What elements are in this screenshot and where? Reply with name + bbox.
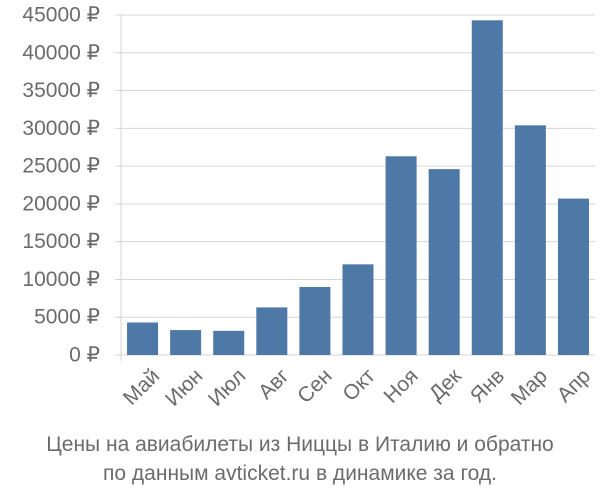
x-tick-label: Окт [338, 364, 380, 406]
y-tick-label: 35000 ₽ [22, 79, 100, 102]
bar [256, 307, 288, 355]
bar [342, 264, 374, 355]
bar [514, 125, 546, 355]
bars [127, 20, 589, 356]
x-tick-label: Июл [204, 364, 250, 410]
bar [428, 169, 460, 355]
chart-caption: Цены на авиабилеты из Ниццы в Италию и о… [0, 430, 600, 488]
x-tick-label: Дек [425, 364, 467, 406]
x-tick-label: Янв [466, 364, 509, 407]
y-tick-label: 25000 ₽ [22, 155, 100, 178]
x-tick-label: Мар [507, 364, 552, 409]
y-axis-ticks: 0 ₽ 5000 ₽ 10000 ₽ 15000 ₽ 20000 ₽ 25000 ₽ 300… [22, 4, 100, 367]
x-tick-label: Апр [553, 364, 595, 406]
bar [557, 198, 589, 355]
gridlines [115, 14, 595, 361]
y-tick-label: 10000 ₽ [22, 268, 100, 291]
y-tick-label: 40000 ₽ [22, 41, 100, 64]
x-tick-label: Июн [161, 364, 207, 410]
bar [471, 20, 503, 356]
bar [213, 330, 245, 355]
caption-line-2: по данным avticket.ru в динамике за год. [103, 462, 497, 485]
x-tick-label: Сен [293, 364, 336, 407]
bar [170, 330, 202, 355]
y-tick-label: 15000 ₽ [22, 230, 100, 253]
y-tick-label: 5000 ₽ [34, 306, 100, 329]
y-tick-label: 45000 ₽ [22, 4, 100, 27]
y-tick-label: 30000 ₽ [22, 117, 100, 140]
bar [127, 322, 159, 355]
x-tick-label: Ноя [380, 364, 423, 407]
y-tick-label: 0 ₽ [69, 344, 100, 367]
bar [385, 156, 417, 355]
x-tick-label: Май [119, 364, 164, 409]
x-tick-label: Авг [254, 364, 294, 404]
caption-line-1: Цены на авиабилеты из Ниццы в Италию и о… [46, 433, 554, 456]
bar [299, 287, 331, 355]
bar-chart: 0 ₽ 5000 ₽ 10000 ₽ 15000 ₽ 20000 ₽ 25000 ₽ 300… [22, 4, 595, 411]
y-tick-label: 20000 ₽ [22, 192, 100, 215]
